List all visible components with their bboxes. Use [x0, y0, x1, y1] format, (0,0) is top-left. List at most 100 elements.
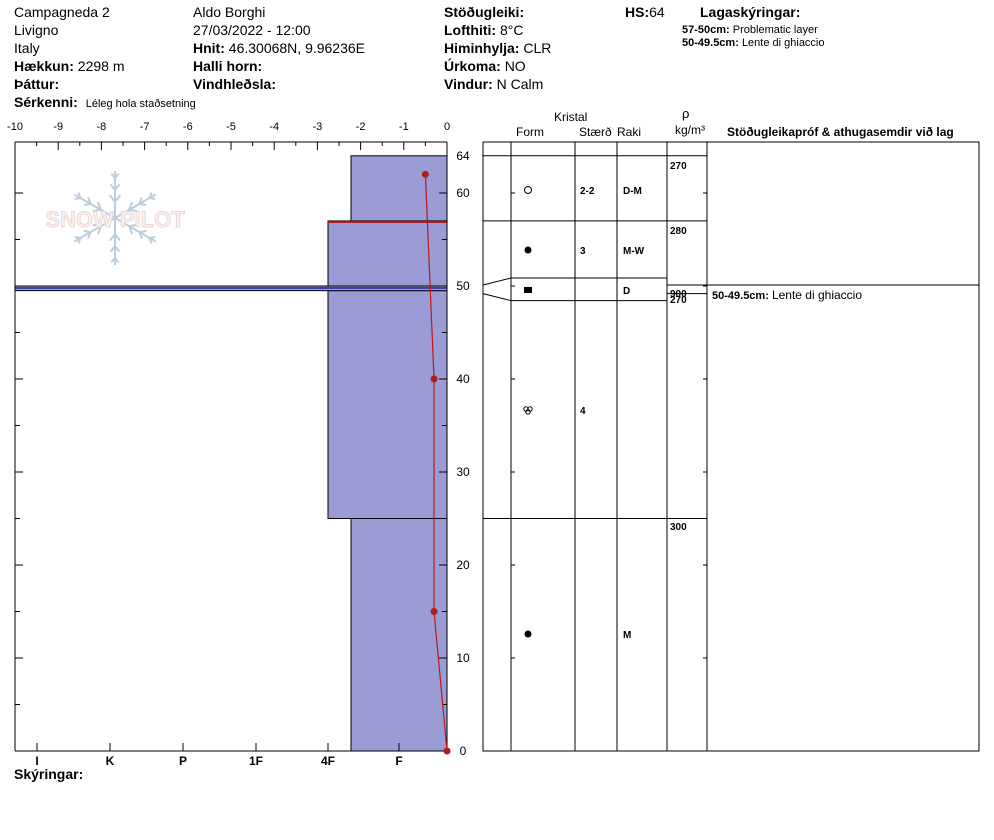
hardness-tick-label: 4F	[321, 754, 335, 768]
elevation-label: Hækkun:	[14, 58, 74, 74]
remarks-row: Sérkenni: Léleg hola staðsetning	[14, 94, 196, 111]
comments-header: Stöðugleikapróf & athugasemdir við lag	[727, 125, 954, 139]
hardness-layer-bar	[350, 518, 448, 752]
temp-tick-label: -6	[183, 121, 193, 133]
size-header: Stærð	[579, 125, 612, 139]
sky-row: Himinhylja: CLR	[444, 40, 551, 56]
wind-loading-label: Vindhleðsla:	[193, 76, 276, 92]
snowflake-branch	[92, 208, 101, 213]
density-unit-header: kg/m³	[675, 123, 705, 137]
snowflake-branch	[87, 231, 92, 240]
snowflake-branch	[97, 201, 102, 211]
temperature-point	[430, 375, 438, 383]
snowpilot-logo: SNOW PILOT	[45, 171, 186, 265]
temp-tick-label: -1	[399, 121, 409, 133]
snowflake-branch	[138, 231, 143, 240]
snowflake-branch	[114, 173, 120, 179]
hs-label: HS:	[625, 4, 650, 20]
height-tick-label: 30	[456, 465, 470, 479]
observer-name: Aldo Borghi	[193, 4, 266, 20]
wind-row: Vindur: N Calm	[444, 76, 543, 92]
air-temp-row: Lofthiti: 8°C	[444, 22, 523, 38]
temp-tick-label: -5	[226, 121, 236, 133]
density-value: 270	[670, 295, 687, 306]
circle-filled-icon	[524, 246, 532, 254]
hardness-layer-bar	[327, 290, 448, 519]
hs-row: HS:64	[625, 4, 665, 20]
crystal-size-value: 4	[580, 406, 586, 417]
snowflake-branch	[109, 245, 116, 253]
rho-header: ρ	[682, 106, 690, 121]
layer-comment: 50-49.5cm: Lente di ghiaccio	[712, 288, 862, 302]
snowflake-branch	[139, 202, 147, 207]
density-value: 900	[670, 289, 687, 300]
crystal-header: Kristal	[554, 110, 588, 124]
moisture-header: Raki	[617, 125, 642, 139]
snowflake-branch	[128, 225, 133, 235]
clustered-round	[525, 409, 531, 415]
stability-label: Stöðugleiki:	[444, 4, 525, 20]
precip-label: Úrkoma:	[444, 58, 501, 74]
snowflake-arm	[73, 217, 116, 243]
form-header: Form	[516, 125, 544, 139]
temperature-point	[443, 747, 451, 755]
clustered-rounds-icon	[523, 406, 533, 415]
moisture-value: M-W	[623, 246, 645, 257]
crystal-size-value: 2-2	[580, 186, 595, 197]
snowflake-branch	[114, 245, 121, 253]
layer-notes-title: Lagaskýringar:	[700, 4, 801, 20]
snowflake-branch	[128, 201, 133, 211]
wind-value: N Calm	[496, 76, 544, 92]
layer-note-2: 50-49.5cm: Lente di ghiaccio	[682, 37, 825, 50]
snowflake-branch	[110, 257, 116, 263]
hs-value: 64	[649, 4, 665, 20]
snowflake-branch	[138, 196, 143, 205]
temp-tick-label: 0	[444, 121, 450, 133]
moisture-value: D	[623, 286, 630, 297]
layer-note-1: 57-50cm: Problematic layer	[682, 24, 818, 37]
layer-boundary-line	[482, 277, 667, 286]
height-tick-label: 40	[456, 372, 470, 386]
hardness-tick-label: P	[179, 754, 187, 768]
snowflake-branch	[74, 235, 81, 239]
snowflake-arm	[73, 193, 116, 219]
temp-tick-label: -7	[140, 121, 150, 133]
snowflake-branch	[109, 183, 116, 191]
temp-tick-label: -10	[7, 121, 23, 133]
snowflake-branch	[83, 202, 91, 207]
density-value: 300	[670, 522, 687, 533]
snowflake-branch	[92, 223, 101, 228]
moisture-value: D-M	[623, 186, 642, 197]
temperature-profile-line	[424, 174, 448, 752]
region-name: Livigno	[14, 22, 59, 38]
logo-text: SNOW PILOT	[45, 207, 185, 232]
height-tick-label: 20	[456, 558, 470, 572]
precip-row: Úrkoma: NO	[444, 58, 526, 74]
location-name: Campagneda 2	[14, 4, 110, 20]
height-tick-label: 10	[456, 651, 470, 665]
observation-datetime: 27/03/2022 - 12:00	[193, 22, 311, 38]
temperature-point	[430, 608, 438, 615]
height-tick-label: 60	[456, 186, 470, 200]
air-temp-label: Lofthiti:	[444, 22, 497, 38]
moisture-value: M	[623, 630, 631, 641]
temperature-point	[421, 170, 429, 178]
sky-label: Himinhylja:	[444, 40, 520, 56]
crystal-size-value: 3	[580, 246, 586, 257]
hardness-tick-label: I	[35, 754, 38, 768]
crystal-table-frame	[482, 141, 980, 752]
snowflake-branch	[148, 237, 153, 244]
slope-label: Halli horn:	[193, 58, 263, 74]
country-name: Italy	[14, 40, 40, 56]
coords-row: Hnit: 46.30068N, 9.96236E	[193, 40, 365, 56]
hardness-tick-label: K	[106, 754, 115, 768]
height-tick-label: 0	[460, 744, 467, 758]
height-tick-label: 64	[456, 149, 470, 163]
precip-value: NO	[504, 58, 526, 74]
hardness-tick-label: F	[395, 754, 402, 768]
snowflake-branch	[114, 233, 122, 242]
layer-note-text: Lente di ghiaccio	[741, 37, 825, 49]
snowflake-branch	[108, 194, 116, 203]
square-filled-icon	[524, 287, 532, 293]
